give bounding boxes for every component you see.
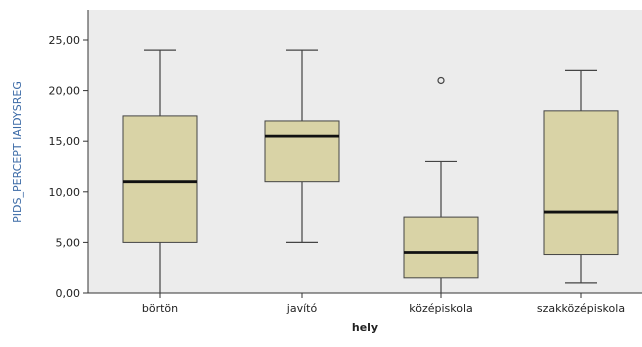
- iqr-box: [122, 115, 198, 243]
- y-axis: 0,00 5,00 10,00 15,00 20,00 25,00: [49, 10, 89, 300]
- y-tick-label: 0,00: [56, 287, 81, 300]
- box-1: [122, 49, 198, 293]
- y-tick-label: 15,00: [49, 135, 81, 148]
- x-tick-label: javító: [286, 302, 318, 315]
- y-tick-label: 20,00: [49, 85, 81, 98]
- iqr-box: [264, 120, 340, 183]
- box-2: [264, 49, 340, 243]
- x-tick-label: szakközépiskola: [537, 302, 625, 315]
- outlier-point: [437, 76, 445, 85]
- y-tick-label: 10,00: [49, 186, 81, 199]
- iqr-box: [403, 216, 479, 279]
- x-tick-label: középiskola: [409, 302, 473, 315]
- y-axis-title: PIDS_PERCEPT IAIDYSREG: [11, 81, 24, 223]
- x-tick-label: börtön: [142, 302, 178, 315]
- iqr-box: [543, 110, 619, 256]
- x-axis-title: hely: [352, 321, 378, 334]
- y-tick-label: 25,00: [49, 34, 81, 47]
- box-series: [122, 49, 619, 293]
- y-tick-label: 5,00: [56, 236, 81, 249]
- x-axis: börtön javító középiskola szakközépiskola: [88, 292, 642, 315]
- box-4: [543, 69, 619, 284]
- box-3: [403, 76, 479, 293]
